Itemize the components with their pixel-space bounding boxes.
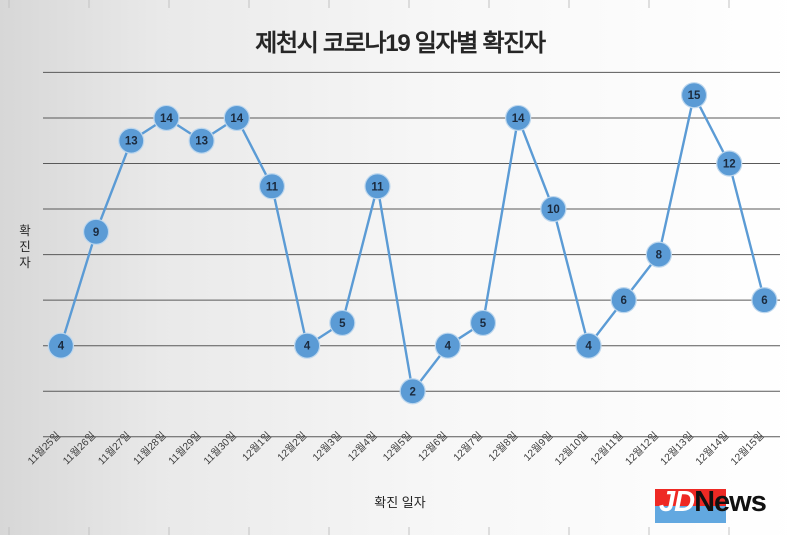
svg-text:12월2일: 12월2일: [275, 430, 309, 464]
svg-text:12월6일: 12월6일: [416, 430, 450, 464]
svg-text:11: 11: [371, 181, 384, 193]
svg-text:10: 10: [547, 204, 560, 216]
svg-text:2: 2: [409, 386, 415, 398]
svg-text:13: 13: [195, 136, 208, 148]
svg-text:4: 4: [585, 341, 592, 353]
svg-text:12월14일: 12월14일: [693, 430, 731, 468]
svg-text:12월11일: 12월11일: [588, 430, 626, 468]
svg-text:11월30일: 11월30일: [201, 430, 239, 468]
svg-text:11월29일: 11월29일: [166, 430, 204, 468]
svg-text:12월9일: 12월9일: [521, 430, 555, 464]
svg-text:14: 14: [160, 113, 173, 125]
svg-text:12: 12: [723, 159, 736, 171]
svg-text:14: 14: [512, 113, 525, 125]
svg-text:12월12일: 12월12일: [623, 430, 661, 468]
svg-text:진: 진: [19, 240, 31, 254]
svg-text:12월5일: 12월5일: [381, 430, 415, 464]
svg-text:4: 4: [58, 341, 65, 353]
svg-text:4: 4: [445, 341, 452, 353]
svg-text:12월10일: 12월10일: [553, 430, 591, 468]
svg-text:11월26일: 11월26일: [61, 430, 99, 468]
svg-text:12월7일: 12월7일: [451, 430, 485, 464]
svg-text:5: 5: [480, 318, 487, 330]
svg-text:12월1일: 12월1일: [240, 430, 274, 464]
svg-text:9: 9: [93, 227, 99, 239]
svg-text:12월13일: 12월13일: [658, 430, 696, 468]
svg-text:12월4일: 12월4일: [346, 430, 380, 464]
svg-text:11: 11: [266, 181, 279, 193]
svg-text:12월8일: 12월8일: [486, 430, 520, 464]
svg-text:8: 8: [656, 250, 663, 262]
svg-text:11월27일: 11월27일: [96, 430, 134, 468]
svg-text:자: 자: [19, 256, 31, 270]
svg-text:15: 15: [688, 90, 701, 102]
svg-text:11월25일: 11월25일: [25, 430, 63, 468]
svg-text:5: 5: [339, 318, 346, 330]
svg-text:11월28일: 11월28일: [131, 430, 169, 468]
svg-text:6: 6: [620, 295, 626, 307]
svg-text:확: 확: [19, 224, 31, 238]
svg-text:12월3일: 12월3일: [310, 430, 344, 464]
svg-text:4: 4: [304, 341, 311, 353]
svg-text:14: 14: [230, 113, 243, 125]
svg-text:13: 13: [125, 136, 138, 148]
svg-text:6: 6: [761, 295, 767, 307]
svg-text:12월15일: 12월15일: [728, 430, 766, 468]
